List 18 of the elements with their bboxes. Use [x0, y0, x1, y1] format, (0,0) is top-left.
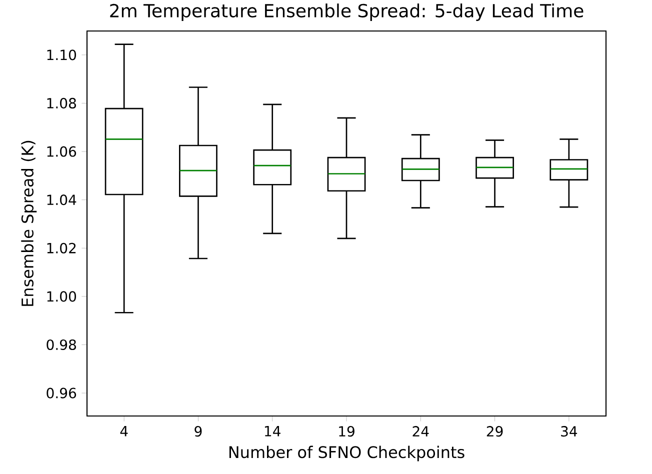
x-tick-label: 34 — [561, 426, 578, 437]
y-tick-label: 1.04 — [47, 194, 76, 206]
chart-title: 2m Temperature Ensemble Spread: 5-day Lead Time — [110, 4, 584, 21]
y-tick-label: 1.00 — [47, 291, 76, 302]
x-tick-label: 4 — [120, 426, 128, 436]
y-tick-label: 0.98 — [46, 339, 76, 350]
x-axis-title: Number of SFNO Checkpoints — [229, 446, 464, 462]
x-tick-label: 19 — [339, 426, 354, 437]
x-tick-label: 29 — [486, 426, 503, 437]
y-tick-label: 1.08 — [47, 98, 76, 108]
y-tick-label: 1.06 — [47, 146, 76, 157]
y-axis-title: Ensemble Spread (K) — [21, 140, 37, 306]
y-tick-label: 1.02 — [47, 242, 76, 254]
y-tick-label: 0.96 — [46, 388, 76, 398]
x-tick-label: 24 — [412, 426, 429, 436]
x-tick-label: 9 — [194, 426, 202, 437]
x-tick-label: 14 — [264, 426, 280, 436]
y-tick-label: 1.10 — [47, 50, 76, 60]
